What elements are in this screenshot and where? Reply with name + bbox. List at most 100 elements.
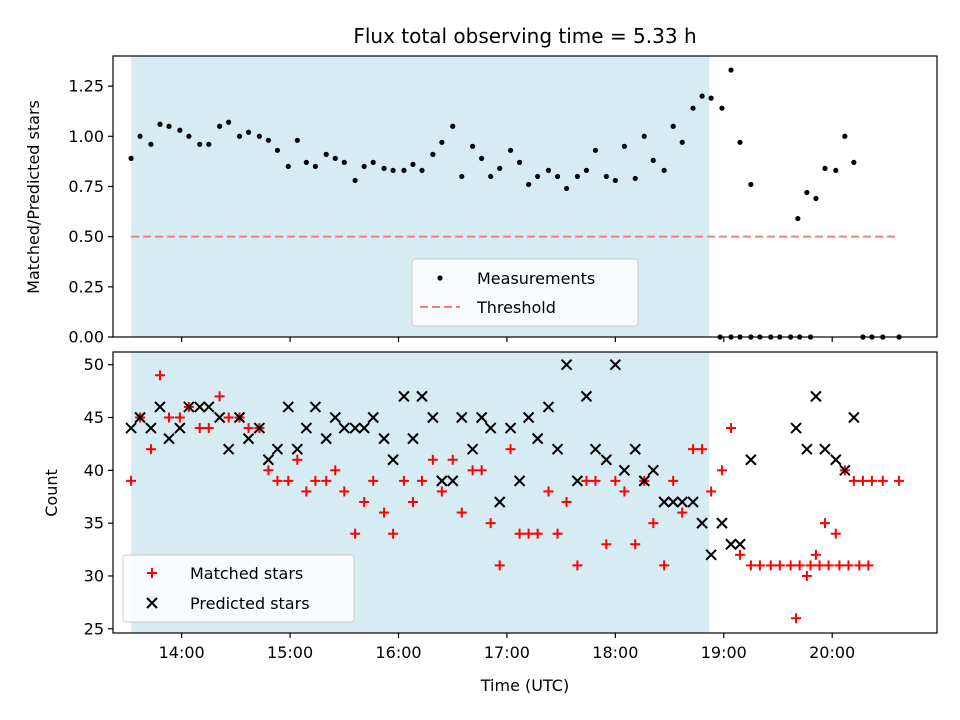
legend-measurements-label: Measurements [477, 269, 595, 288]
top-panel: 0.00 0.25 0.50 0.75 1.00 1.25 Matched/Predict… [24, 55, 938, 347]
predicted-star-point [790, 422, 802, 434]
matched-star-point [697, 444, 708, 455]
legend-matched-marker [147, 568, 157, 578]
measurement-point [804, 189, 810, 196]
predicted-star-point [358, 422, 370, 434]
measurement-point [497, 165, 503, 171]
matched-star-point [301, 486, 312, 497]
predicted-star-point [580, 390, 593, 403]
measurement-point [535, 173, 541, 180]
measurement-point [128, 155, 134, 161]
predicted-star-point [145, 422, 157, 434]
measurement-point [833, 167, 839, 174]
top-ytick-label: 1.25 [68, 77, 104, 96]
bottom-xtick-label: 18:00 [592, 643, 638, 662]
measurement-point [256, 133, 262, 139]
predicted-star-point [810, 390, 822, 403]
predicted-star-point [734, 538, 746, 550]
measurement-point [236, 133, 243, 139]
predicted-star-point [291, 443, 304, 455]
top-plot-frame [112, 55, 938, 338]
predicted-star-point [696, 517, 708, 529]
measurement-point [303, 159, 309, 165]
measurement-point [410, 161, 416, 167]
predicted-star-point [705, 549, 717, 561]
measurement-point [323, 151, 329, 157]
matched-star-point [272, 475, 283, 486]
predicted-star-point [387, 454, 399, 466]
matched-star-point [877, 475, 888, 486]
predicted-star-point [447, 475, 459, 487]
predicted-star-point [475, 411, 488, 424]
measurement-point [294, 137, 300, 143]
predicted-star-point [436, 475, 448, 487]
x-axis-label: Time (UTC) [480, 676, 569, 695]
matched-star-point [417, 475, 427, 486]
measurement-point [708, 95, 714, 101]
matched-star-point [398, 475, 409, 486]
measurement-point [554, 173, 561, 180]
predicted-star-point [194, 401, 206, 413]
measurement-point [226, 119, 232, 125]
matched-star-point [388, 528, 399, 539]
measurement-point [583, 167, 590, 174]
measurement-point [621, 143, 627, 149]
matched-star-point [834, 560, 845, 571]
bottom-xtick-label: 20:00 [809, 643, 855, 662]
matched-star-point [223, 412, 234, 423]
matched-star-point [810, 549, 821, 560]
bottom-ytick-label: 25 [84, 619, 104, 638]
matched-star-point [321, 475, 332, 486]
predicted-star-point [504, 422, 517, 434]
top-ytick-label: 0.00 [68, 328, 104, 347]
matched-star-point [745, 560, 756, 571]
matched-star-point [801, 570, 812, 581]
matched-star-point [427, 454, 438, 465]
predicted-star-point [427, 411, 439, 424]
measurement-point [419, 167, 425, 174]
matched-star-point [494, 560, 505, 571]
measurement-point [748, 181, 754, 188]
measurement-point [661, 167, 667, 174]
bottom-y-axis-label: Count [42, 469, 61, 517]
measurement-point [851, 159, 857, 165]
predicted-star-point [154, 401, 166, 413]
measurement-point [516, 159, 523, 165]
matched-star-point [659, 560, 670, 571]
top-legend-box [411, 258, 639, 327]
predicted-star-point [125, 422, 137, 434]
measurement-point [341, 159, 347, 165]
matched-star-point [857, 475, 868, 486]
predicted-star-point [801, 443, 813, 455]
matched-star-point [630, 539, 641, 550]
bottom-ytick-label: 30 [84, 566, 104, 585]
matched-star-point [407, 497, 418, 508]
predicted-star-point [233, 411, 246, 424]
matched-star-point [243, 423, 254, 434]
matched-star-point [894, 475, 905, 486]
measurement-point [603, 173, 609, 180]
measurement-point [450, 123, 456, 129]
measurement-point [592, 147, 599, 153]
predicted-star-point [687, 496, 699, 508]
measurement-point [526, 181, 532, 188]
predicted-star-point [725, 538, 737, 550]
top-ytick-label: 0.75 [68, 177, 104, 196]
measurement-point [699, 93, 705, 99]
matched-star-point [194, 423, 205, 434]
matched-star-point [126, 475, 137, 486]
bottom-xtick-label: 16:00 [375, 643, 421, 662]
matched-star-point [350, 528, 361, 539]
measurement-point [245, 129, 252, 135]
measurement-point [390, 167, 396, 174]
matched-star-point [203, 423, 214, 434]
matched-star-point [785, 560, 796, 571]
matched-star-point [791, 613, 802, 624]
predicted-star-point [309, 401, 322, 413]
matched-star-point [310, 475, 321, 486]
predicted-star-point [163, 432, 175, 445]
predicted-star-point [456, 411, 468, 424]
legend-predicted-label: Predicted stars [190, 594, 310, 613]
matched-star-point [145, 444, 156, 455]
bottom-legend: Matched stars Predicted stars [122, 554, 355, 623]
